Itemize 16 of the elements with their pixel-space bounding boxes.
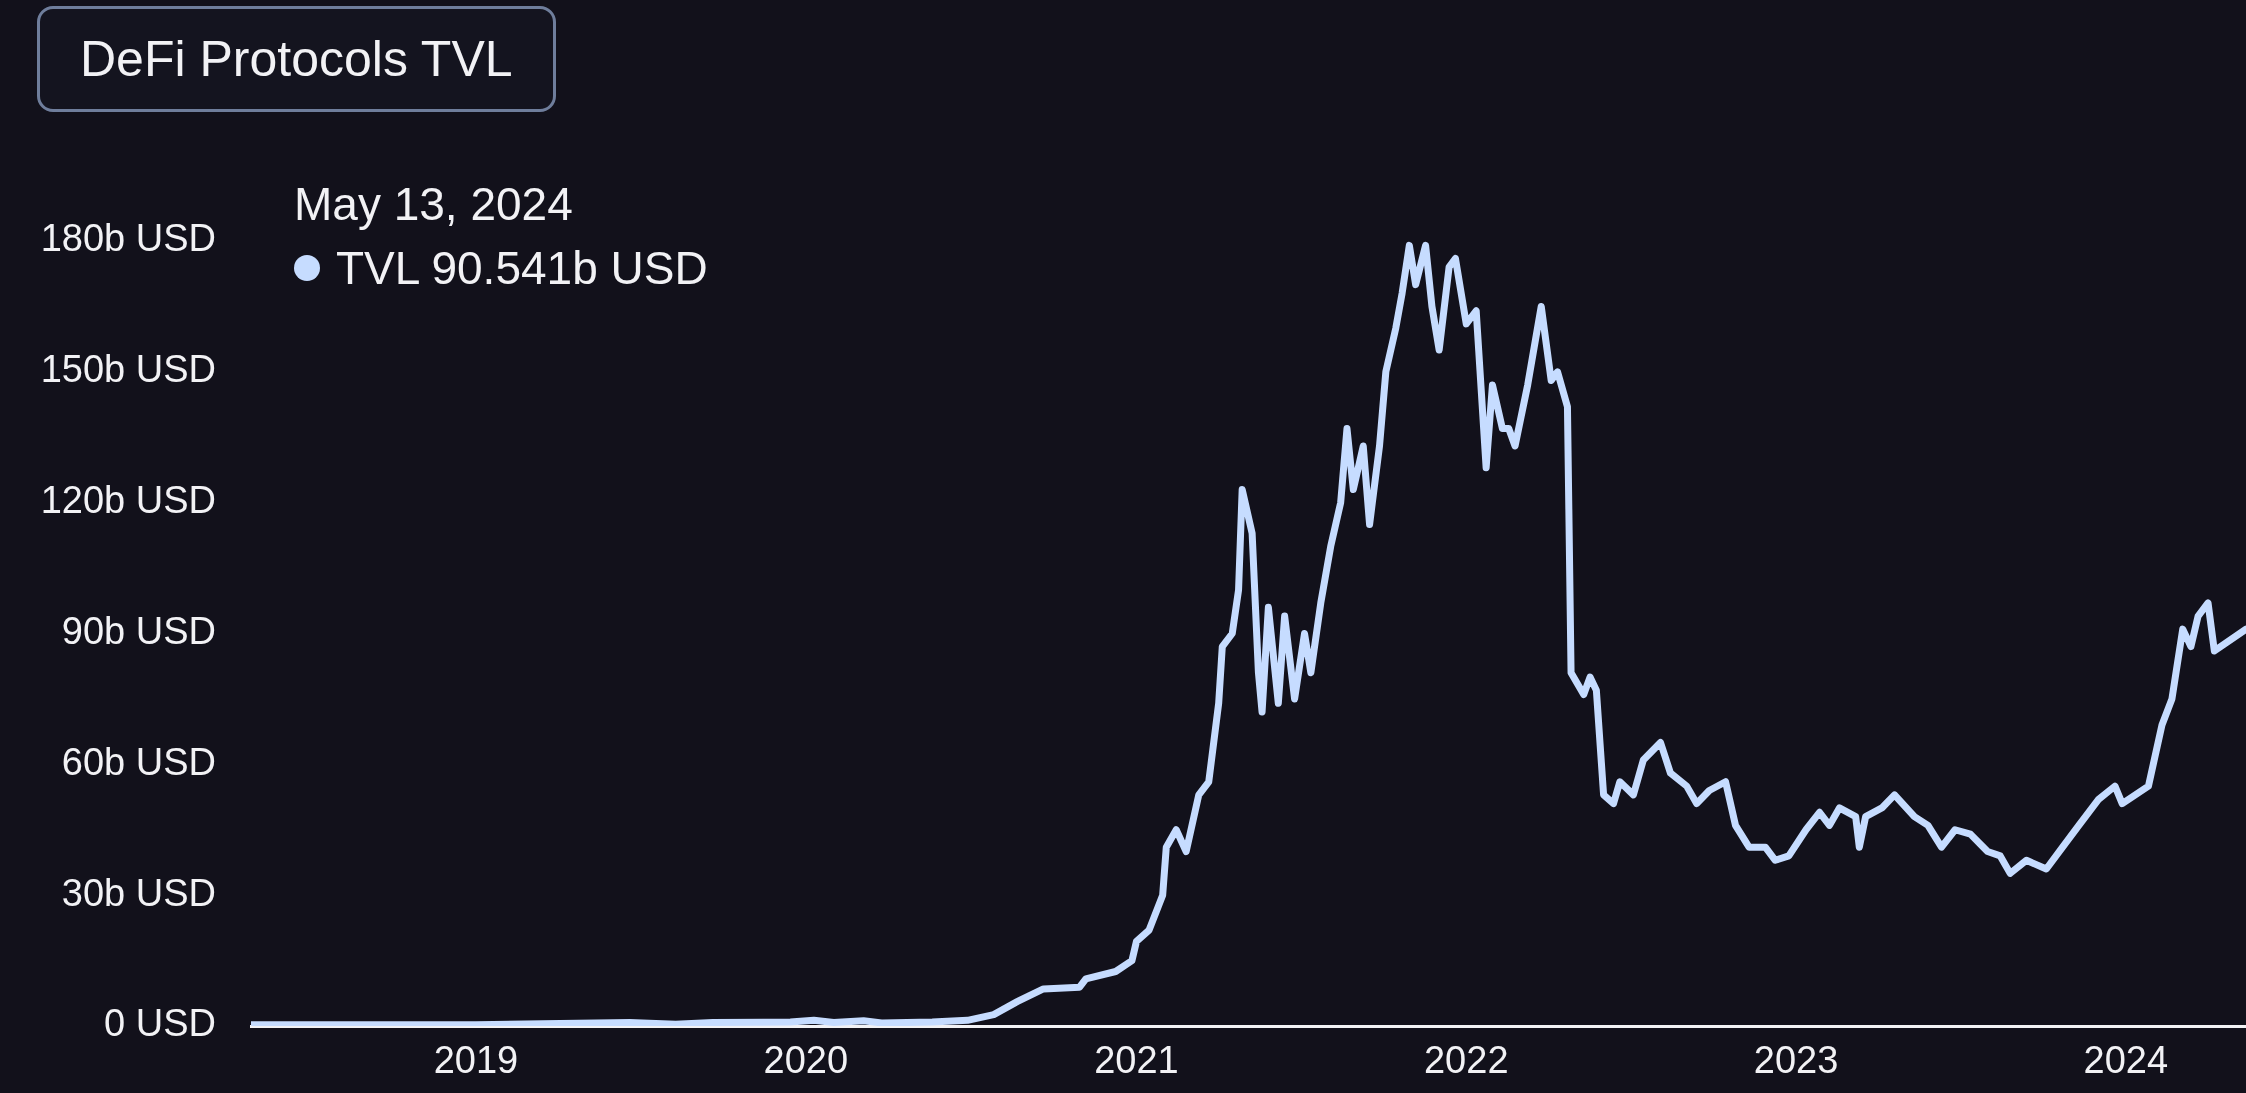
x-tick-label: 2020 <box>763 1039 849 1082</box>
x-tick-label: 2023 <box>1753 1039 1839 1082</box>
y-tick-label: 180b USD <box>40 217 216 260</box>
chart-title: DeFi Protocols TVL <box>37 6 556 112</box>
y-tick-label: 120b USD <box>40 479 216 522</box>
y-tick-label: 30b USD <box>61 871 216 914</box>
annotation: TVL 90.541b USD <box>336 242 708 294</box>
x-tick-label: 2021 <box>1094 1039 1179 1082</box>
y-tick-label: 0 USD <box>104 1002 216 1045</box>
x-tick-label: 2022 <box>1423 1039 1509 1082</box>
x-tick-label: 2019 <box>433 1039 519 1082</box>
x-tick-label: 2024 <box>2083 1039 2169 1082</box>
y-tick-label: 150b USD <box>40 348 216 391</box>
y-tick-label: 90b USD <box>61 609 216 652</box>
y-tick-label: 60b USD <box>61 740 216 783</box>
text: May 13, 2024 <box>294 178 573 230</box>
